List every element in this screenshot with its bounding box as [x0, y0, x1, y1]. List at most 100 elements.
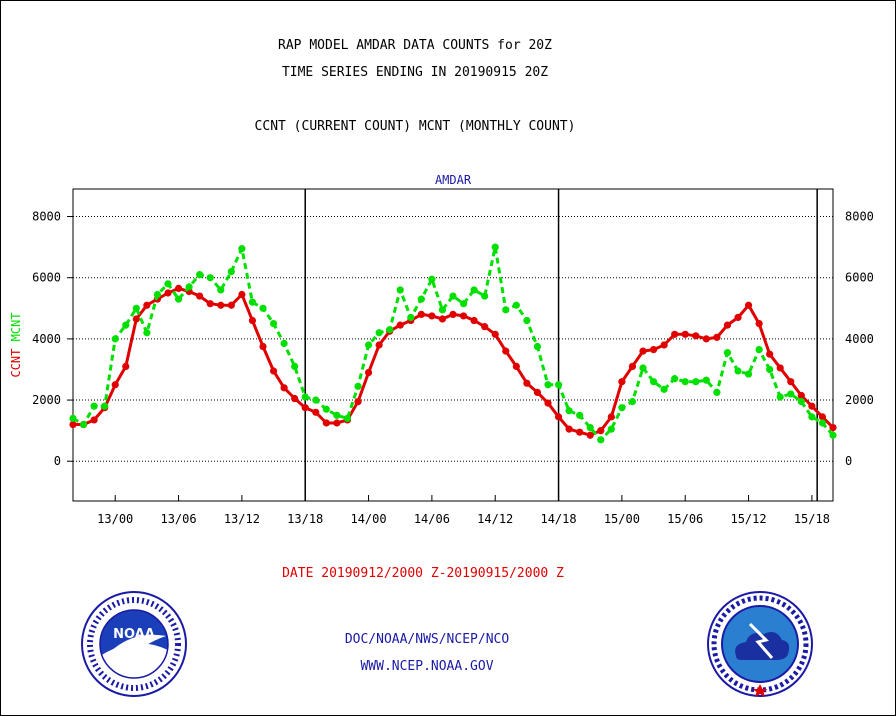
data-point-mcnt — [459, 300, 468, 308]
x-tick-label: 15/18 — [794, 512, 830, 526]
data-point-mcnt — [818, 419, 827, 427]
data-point-ccnt — [470, 316, 478, 325]
data-point-mcnt — [554, 381, 563, 389]
series-line-ccnt — [73, 286, 835, 437]
data-point-ccnt — [291, 394, 299, 403]
data-point-mcnt — [111, 335, 119, 343]
data-point-ccnt — [554, 413, 563, 421]
data-point-mcnt — [407, 313, 415, 322]
data-point-mcnt — [185, 283, 193, 291]
data-point-mcnt — [797, 397, 805, 406]
data-point-ccnt — [491, 330, 499, 338]
data-point-ccnt — [111, 381, 119, 389]
data-point-ccnt — [364, 368, 373, 377]
data-point-ccnt — [143, 301, 151, 309]
data-point-mcnt — [544, 381, 552, 389]
data-point-mcnt — [586, 423, 594, 432]
data-point-mcnt — [766, 365, 774, 374]
data-point-mcnt — [438, 306, 447, 314]
y-tick-label-left: 2000 — [32, 393, 61, 407]
amdar-time-series-chart: AMDAR 0 0 2000 2000 4000 4000 6000 6000 8000 8000 1… — [9, 173, 874, 526]
data-point-mcnt — [396, 286, 404, 294]
data-point-ccnt — [206, 300, 214, 308]
data-point-mcnt — [618, 404, 626, 412]
data-point-ccnt — [122, 362, 130, 371]
data-point-ccnt — [174, 284, 183, 293]
data-point-ccnt — [713, 333, 721, 341]
data-point-ccnt — [132, 315, 140, 323]
data-point-ccnt — [354, 397, 362, 406]
data-point-ccnt — [576, 428, 584, 436]
data-point-ccnt — [671, 330, 679, 338]
data-point-ccnt — [533, 388, 542, 397]
data-point-ccnt — [734, 313, 742, 322]
svg-text:NOAA: NOAA — [113, 627, 155, 642]
data-point-ccnt — [829, 423, 837, 432]
data-point-ccnt — [702, 335, 710, 343]
date-range: DATE 20190912/2000 Z-20190915/2000 Z — [282, 566, 564, 581]
x-tick-label: 13/00 — [97, 512, 133, 526]
data-point-ccnt — [227, 301, 235, 309]
y-tick-label-left: 0 — [54, 454, 61, 468]
data-point-mcnt — [576, 411, 584, 419]
x-tick-label: 14/00 — [350, 512, 386, 526]
nws-logo-icon — [706, 590, 814, 702]
data-point-mcnt — [132, 304, 140, 312]
data-point-ccnt — [196, 292, 204, 300]
data-point-ccnt — [523, 379, 531, 387]
data-point-ccnt — [217, 301, 225, 309]
data-point-ccnt — [787, 378, 795, 386]
data-point-ccnt — [565, 425, 573, 433]
data-point-ccnt — [776, 364, 784, 372]
x-tick-label: 15/00 — [604, 512, 640, 526]
data-point-ccnt — [481, 323, 489, 331]
data-point-ccnt — [322, 419, 330, 427]
y-tick-label-left: 4000 — [32, 332, 61, 346]
data-point-ccnt — [808, 402, 816, 410]
data-point-mcnt — [269, 319, 278, 328]
data-point-mcnt — [428, 275, 436, 283]
data-point-mcnt — [206, 274, 214, 282]
data-point-ccnt — [280, 384, 288, 392]
data-point-ccnt — [660, 341, 668, 349]
data-point-ccnt — [449, 310, 457, 319]
chart-title-line1: RAP MODEL AMDAR DATA COUNTS for 20Z — [278, 38, 552, 53]
data-point-ccnt — [502, 347, 510, 355]
data-point-mcnt — [713, 388, 721, 397]
data-point-mcnt — [164, 280, 172, 288]
data-point-mcnt — [533, 342, 542, 351]
data-point-ccnt — [238, 290, 246, 299]
y-tick-label-right: 6000 — [845, 271, 874, 285]
data-point-ccnt — [269, 367, 278, 375]
x-tick-label: 13/06 — [160, 512, 196, 526]
data-point-mcnt — [227, 267, 235, 276]
y-tick-label-right: 8000 — [845, 210, 874, 224]
data-point-mcnt — [470, 286, 478, 294]
x-tick-label: 15/12 — [730, 512, 766, 526]
data-point-ccnt — [723, 321, 732, 329]
data-point-mcnt — [248, 298, 257, 306]
data-point-mcnt — [259, 304, 267, 312]
data-point-ccnt — [459, 312, 468, 320]
data-point-ccnt — [681, 330, 689, 338]
data-point-ccnt — [259, 342, 267, 351]
y-axis-label: CCNT MCNT — [9, 312, 23, 377]
data-point-mcnt — [512, 301, 520, 309]
data-point-ccnt — [797, 391, 805, 400]
data-point-mcnt — [628, 397, 637, 406]
data-point-mcnt — [196, 271, 204, 279]
data-point-mcnt — [671, 375, 679, 383]
data-point-mcnt — [734, 367, 742, 375]
footer-url[interactable]: WWW.NCEP.NOAA.GOV — [360, 659, 494, 674]
data-point-ccnt — [164, 289, 172, 297]
data-point-mcnt — [375, 329, 383, 337]
x-tick-label: 14/12 — [477, 512, 513, 526]
data-point-mcnt — [386, 326, 394, 334]
data-point-mcnt — [417, 295, 425, 303]
data-point-mcnt — [122, 321, 130, 329]
data-point-ccnt — [90, 416, 98, 424]
data-point-mcnt — [481, 292, 489, 300]
data-point-ccnt — [607, 413, 615, 421]
data-point-mcnt — [755, 345, 763, 354]
data-point-ccnt — [597, 427, 605, 435]
